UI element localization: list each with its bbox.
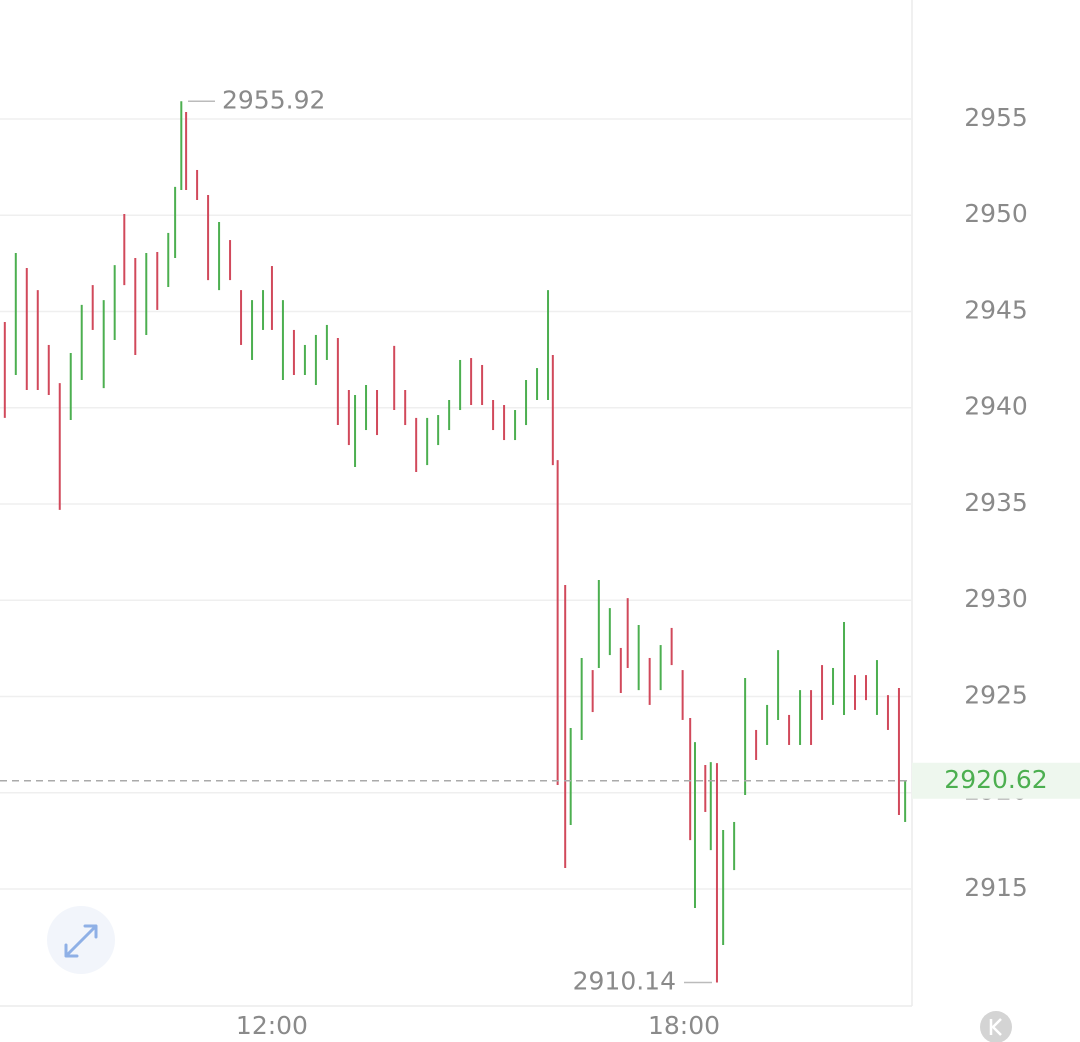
expand-button[interactable] <box>47 906 115 974</box>
grid <box>0 118 912 890</box>
max-label: 2955.92 <box>222 85 325 114</box>
last-price-label: 2920.62 <box>944 765 1047 794</box>
y-tick-label: 2940 <box>964 392 1028 421</box>
last-price-box <box>912 762 1080 799</box>
y-tick-label: 2950 <box>964 199 1028 228</box>
y-tick-label: 2935 <box>964 488 1028 517</box>
y-tick-label: 2930 <box>964 584 1028 613</box>
y-tick-label: 2955 <box>964 103 1028 132</box>
k-bg[interactable] <box>980 1011 1012 1042</box>
y-tick-label: 2915 <box>964 873 1028 902</box>
x-tick-label: 18:00 <box>648 1011 720 1040</box>
min-label: 2910.14 <box>573 967 676 996</box>
k-icon[interactable] <box>989 1018 1002 1036</box>
k-button[interactable] <box>980 1011 1012 1042</box>
y-tick-label: 2945 <box>964 295 1028 324</box>
y-tick-label: 2925 <box>964 680 1028 709</box>
expand-icon[interactable] <box>64 924 98 958</box>
x-tick-label: 12:00 <box>236 1011 308 1040</box>
